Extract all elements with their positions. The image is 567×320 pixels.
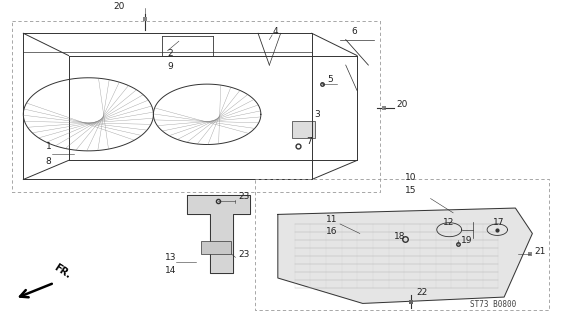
Bar	[201, 241, 231, 254]
Text: 9: 9	[168, 62, 174, 71]
Text: 14: 14	[164, 266, 176, 275]
Text: 3: 3	[315, 110, 320, 119]
Text: 23: 23	[238, 250, 249, 259]
Text: 12: 12	[443, 218, 454, 227]
Text: 1: 1	[46, 142, 52, 151]
Text: 8: 8	[46, 157, 52, 166]
Polygon shape	[278, 208, 532, 303]
Text: 6: 6	[352, 27, 357, 36]
Text: 5: 5	[328, 75, 333, 84]
Text: FR.: FR.	[52, 262, 72, 281]
Text: 11: 11	[326, 215, 337, 224]
Text: 10: 10	[405, 173, 417, 182]
Text: 20: 20	[114, 2, 125, 11]
Text: 16: 16	[326, 228, 337, 236]
Text: 21: 21	[534, 247, 545, 256]
Polygon shape	[187, 196, 249, 273]
Text: 17: 17	[493, 218, 504, 227]
Text: 15: 15	[405, 186, 417, 195]
Text: 4: 4	[272, 27, 278, 36]
Text: 23: 23	[238, 192, 249, 202]
Text: 20: 20	[397, 100, 408, 109]
Text: 18: 18	[394, 232, 405, 241]
Bar	[292, 121, 315, 138]
Text: 13: 13	[164, 253, 176, 262]
Text: 22: 22	[416, 288, 428, 297]
Text: 7: 7	[306, 137, 312, 146]
Text: 2: 2	[168, 49, 173, 59]
Text: 19: 19	[460, 236, 472, 245]
Text: ST73 B0800: ST73 B0800	[469, 300, 516, 309]
